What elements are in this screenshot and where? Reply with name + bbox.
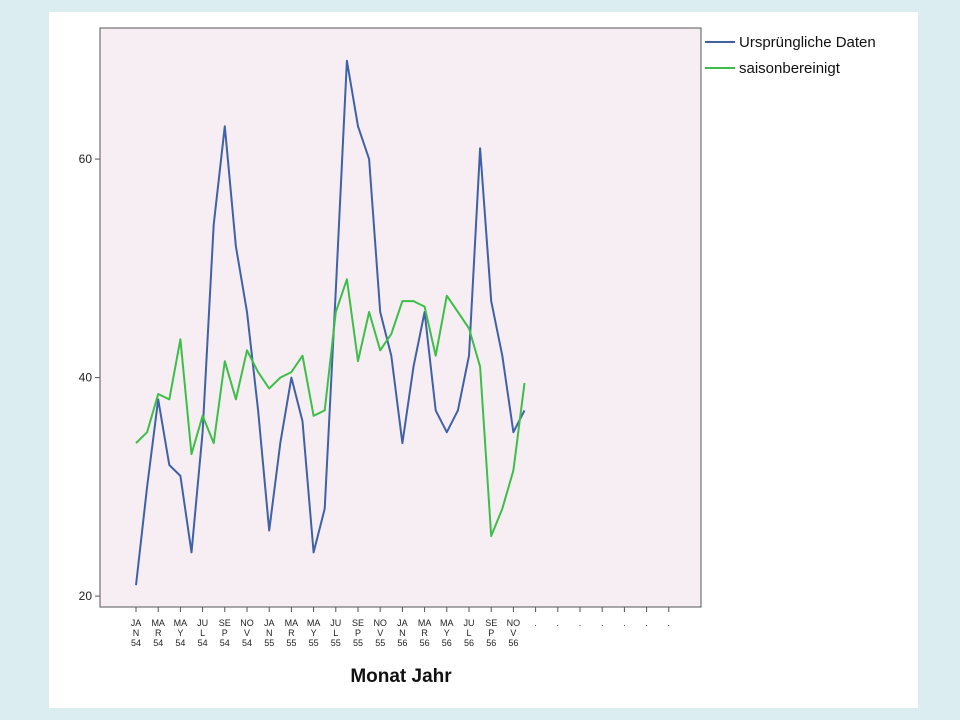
series-line-2 bbox=[135, 278, 526, 537]
x-tick-label: JU L 56 bbox=[464, 618, 475, 648]
x-tick-label: SE P 54 bbox=[219, 618, 231, 648]
x-tick-label: . bbox=[668, 618, 671, 628]
x-tick-label: . bbox=[623, 618, 626, 628]
x-tick-label: JA N 54 bbox=[131, 618, 142, 648]
x-tick-label: MA Y 54 bbox=[174, 618, 188, 648]
legend-label: Ursprüngliche Daten bbox=[739, 34, 876, 51]
x-tick-label: NO V 56 bbox=[507, 618, 521, 648]
slide-background: 20 40 60 JA N 54 MA R 54 MA Y 54 JU L 54 SE P 54 NO V 54 JA N… bbox=[49, 12, 918, 708]
x-tick-label: . bbox=[557, 618, 560, 628]
x-tick-label: SE P 55 bbox=[352, 618, 364, 648]
x-tick-label: . bbox=[579, 618, 582, 628]
x-tick-label: JU L 55 bbox=[330, 618, 341, 648]
x-tick-label: JA N 55 bbox=[264, 618, 275, 648]
x-tick-label: MA Y 56 bbox=[440, 618, 454, 648]
x-tick-label: MA Y 55 bbox=[307, 618, 321, 648]
legend-label: saisonbereinigt bbox=[739, 60, 841, 77]
x-tick-label: . bbox=[645, 618, 648, 628]
x-tick-label: . bbox=[534, 618, 537, 628]
x-tick-label: JA N 56 bbox=[397, 618, 408, 648]
legend: Ursprüngliche Daten saisonbereinigt bbox=[705, 34, 876, 77]
y-axis: 20 40 60 bbox=[79, 152, 100, 603]
x-tick-label: NO V 55 bbox=[373, 618, 387, 648]
y-tick-label: 20 bbox=[79, 589, 93, 603]
x-tick-label: MA R 54 bbox=[151, 618, 165, 648]
series-line-1 bbox=[135, 59, 526, 586]
x-axis-title: Monat Jahr bbox=[350, 666, 452, 687]
y-tick-label: 40 bbox=[79, 371, 93, 385]
x-tick-label: MA R 56 bbox=[418, 618, 432, 648]
plot-area bbox=[99, 27, 702, 608]
series-layer bbox=[135, 59, 526, 586]
x-axis: JA N 54 MA R 54 MA Y 54 JU L 54 SE P 54 NO V 54 JA N 55 MA R 55… bbox=[131, 607, 670, 648]
y-tick-label: 60 bbox=[79, 152, 93, 166]
x-tick-label: . bbox=[601, 618, 604, 628]
x-tick-label: JU L 54 bbox=[197, 618, 208, 648]
x-tick-label: MA R 55 bbox=[285, 618, 299, 648]
x-tick-label: SE P 56 bbox=[485, 618, 497, 648]
x-tick-label: NO V 54 bbox=[240, 618, 254, 648]
